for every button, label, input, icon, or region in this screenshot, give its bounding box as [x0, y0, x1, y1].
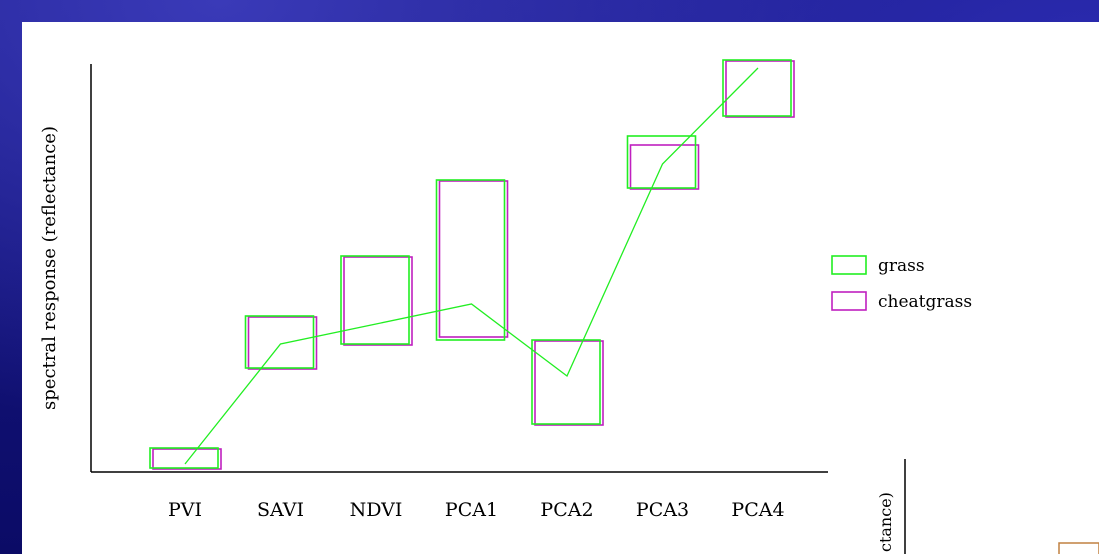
- x-tick-label-savi: SAVI: [257, 499, 304, 521]
- partial-box: [1058, 542, 1099, 554]
- legend: grass cheatgrass: [831, 255, 972, 312]
- trend-line: [184, 67, 759, 465]
- x-tick-label-pca1: PCA1: [445, 499, 498, 521]
- x-tick-labels: PVI SAVI NDVI PCA1 PCA2 PCA3 PCA4: [168, 499, 785, 521]
- range-box-cheatgrass-savi: [247, 316, 318, 370]
- range-box-grass-pca3: [626, 135, 697, 189]
- legend-label-grass: grass: [878, 256, 925, 276]
- range-box-cheatgrass-pca3: [629, 144, 700, 190]
- x-tick-label-ndvi: NDVI: [350, 499, 403, 521]
- x-tick-label-pvi: PVI: [168, 499, 202, 521]
- chart-svg: spectral response (reflectance) PVI SAVI N…: [39, 59, 1099, 554]
- legend-label-cheatgrass: cheatgrass: [878, 292, 972, 312]
- legend-swatch-cheatgrass: [831, 291, 867, 311]
- x-tick-label-pca3: PCA3: [636, 499, 689, 521]
- range-box-grass-pvi: [149, 447, 219, 469]
- chart-panel: spectral response (reflectance) PVI SAVI N…: [22, 22, 1099, 554]
- range-box-cheatgrass-ndvi: [343, 256, 413, 346]
- range-boxes: [149, 59, 795, 470]
- range-box-grass-pca2: [531, 339, 601, 425]
- range-box-grass-savi: [244, 315, 315, 369]
- x-tick-label-pca4: PCA4: [731, 499, 784, 521]
- y-axis-label: spectral response (reflectance): [39, 126, 60, 410]
- range-box-grass-ndvi: [340, 255, 410, 345]
- x-tick-label-pca2: PCA2: [540, 499, 593, 521]
- range-box-cheatgrass-pca1: [438, 180, 509, 338]
- y-axis-label-group: spectral response (reflectance): [39, 126, 60, 410]
- range-box-grass-pca4: [722, 59, 792, 117]
- range-box-cheatgrass-pca2: [534, 340, 604, 426]
- partial-chart-ylabel: ctance): [876, 492, 895, 552]
- range-box-grass-pca1: [435, 179, 506, 341]
- legend-swatch-grass: [831, 255, 867, 275]
- range-box-cheatgrass-pvi: [152, 448, 222, 470]
- range-box-cheatgrass-pca4: [725, 60, 795, 118]
